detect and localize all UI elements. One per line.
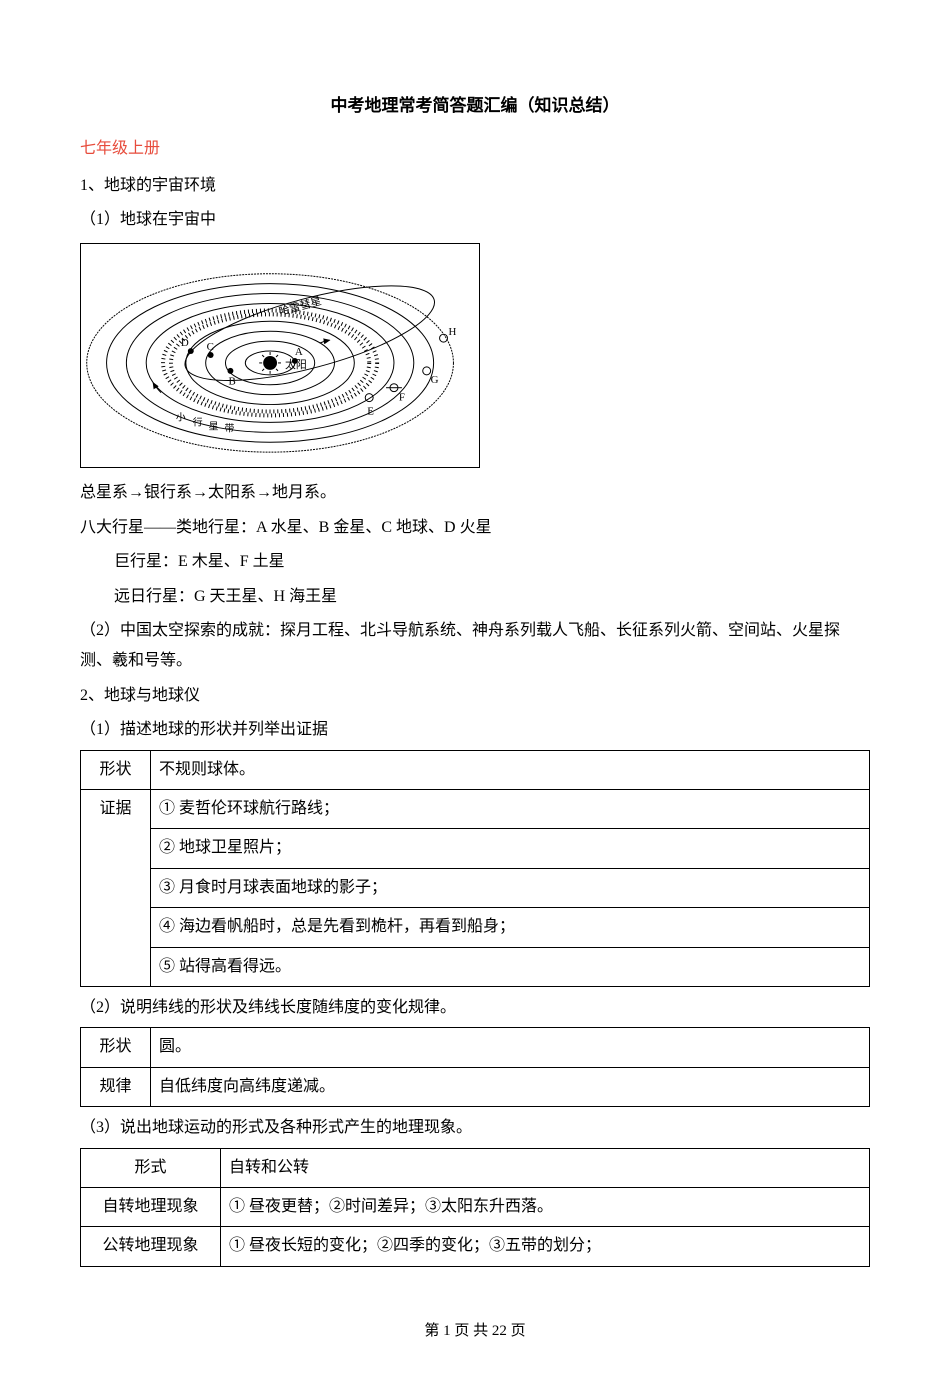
earth-motion-table: 形式 自转和公转 自转地理现象 ① 昼夜更替；②时间差异；③太阳东升西落。 公转… xyxy=(80,1148,870,1267)
cell-label: 形状 xyxy=(81,750,151,789)
table-row: ④ 海边看帆船时，总是先看到桅杆，再看到船身； xyxy=(81,908,870,947)
svg-text:E: E xyxy=(367,406,374,418)
cell-value: ④ 海边看帆船时，总是先看到桅杆，再看到船身； xyxy=(151,908,870,947)
planets-line3: 远日行星：G 天王星、H 海王星 xyxy=(80,582,870,612)
cell-label: 形式 xyxy=(81,1148,221,1187)
svg-text:带: 带 xyxy=(224,423,234,435)
cell-value: 自低纬度向高纬度递减。 xyxy=(151,1067,870,1106)
planets-line1: 八大行星——类地行星：A 水星、B 金星、C 地球、D 火星 xyxy=(80,513,870,543)
latitude-table: 形状 圆。 规律 自低纬度向高纬度递减。 xyxy=(80,1027,870,1107)
table-row: ③ 月食时月球表面地球的影子； xyxy=(81,868,870,907)
table-row: 规律 自低纬度向高纬度递减。 xyxy=(81,1067,870,1106)
solar-system-diagram: 太阳 哈雷彗星 A B C D E F G H 小 行 星 带 xyxy=(80,243,480,468)
cell-value: 圆。 xyxy=(151,1028,870,1067)
svg-text:C: C xyxy=(207,342,214,354)
cell-label: 形状 xyxy=(81,1028,151,1067)
cell-value: ① 昼夜长短的变化；②四季的变化；③五带的划分； xyxy=(221,1227,870,1266)
cell-value: ③ 月食时月球表面地球的影子； xyxy=(151,868,870,907)
cell-value: ① 昼夜更替；②时间差异；③太阳东升西落。 xyxy=(221,1187,870,1226)
topic-2-sub2: （2）说明纬线的形状及纬线长度随纬度的变化规律。 xyxy=(80,993,870,1023)
document-title: 中考地理常考简答题汇编（知识总结） xyxy=(80,90,870,122)
svg-text:小: 小 xyxy=(176,412,186,424)
page-footer: 第 1 页 共 22 页 xyxy=(80,1317,870,1346)
svg-text:行: 行 xyxy=(193,416,203,429)
cell-value: 不规则球体。 xyxy=(151,750,870,789)
svg-text:D: D xyxy=(181,338,189,350)
cell-label: 证据 xyxy=(81,789,151,986)
topic-1-sub1: （1）地球在宇宙中 xyxy=(80,205,870,235)
topic-2-sub3: （3）说出地球运动的形式及各种形式产生的地理现象。 xyxy=(80,1113,870,1143)
table-row: 形式 自转和公转 xyxy=(81,1148,870,1187)
cell-label: 公转地理现象 xyxy=(81,1227,221,1266)
section-header: 七年级上册 xyxy=(80,134,870,164)
table-row: ⑤ 站得高看得远。 xyxy=(81,947,870,986)
table-row: ② 地球卫星照片； xyxy=(81,829,870,868)
table-row: 形状 不规则球体。 xyxy=(81,750,870,789)
svg-text:G: G xyxy=(431,374,439,386)
svg-text:星: 星 xyxy=(209,421,219,433)
svg-text:A: A xyxy=(295,346,303,358)
cell-value: ⑤ 站得高看得远。 xyxy=(151,947,870,986)
earth-shape-table: 形状 不规则球体。 证据 ① 麦哲伦环球航行路线； ② 地球卫星照片； ③ 月食… xyxy=(80,750,870,987)
table-row: 公转地理现象 ① 昼夜长短的变化；②四季的变化；③五带的划分； xyxy=(81,1227,870,1266)
cell-value: 自转和公转 xyxy=(221,1148,870,1187)
topic-1-sub2: （2）中国太空探索的成就：探月工程、北斗导航系统、神舟系列载人飞船、长征系列火箭… xyxy=(80,616,870,677)
svg-text:B: B xyxy=(228,376,235,388)
planets-line2: 巨行星：E 木星、F 土星 xyxy=(80,547,870,577)
svg-text:H: H xyxy=(448,327,456,339)
table-row: 形状 圆。 xyxy=(81,1028,870,1067)
svg-text:F: F xyxy=(399,392,405,404)
cell-label: 规律 xyxy=(81,1067,151,1106)
cell-value: ① 麦哲伦环球航行路线； xyxy=(151,789,870,828)
topic-2-sub1: （1）描述地球的形状并列举出证据 xyxy=(80,715,870,745)
cell-label: 自转地理现象 xyxy=(81,1187,221,1226)
table-row: 自转地理现象 ① 昼夜更替；②时间差异；③太阳东升西落。 xyxy=(81,1187,870,1226)
cell-value: ② 地球卫星照片； xyxy=(151,829,870,868)
topic-2-heading: 2、地球与地球仪 xyxy=(80,681,870,711)
topic-1-heading: 1、地球的宇宙环境 xyxy=(80,171,870,201)
table-row: 证据 ① 麦哲伦环球航行路线； xyxy=(81,789,870,828)
hierarchy-line: 总星系→银行系→太阳系→地月系。 xyxy=(80,478,870,508)
